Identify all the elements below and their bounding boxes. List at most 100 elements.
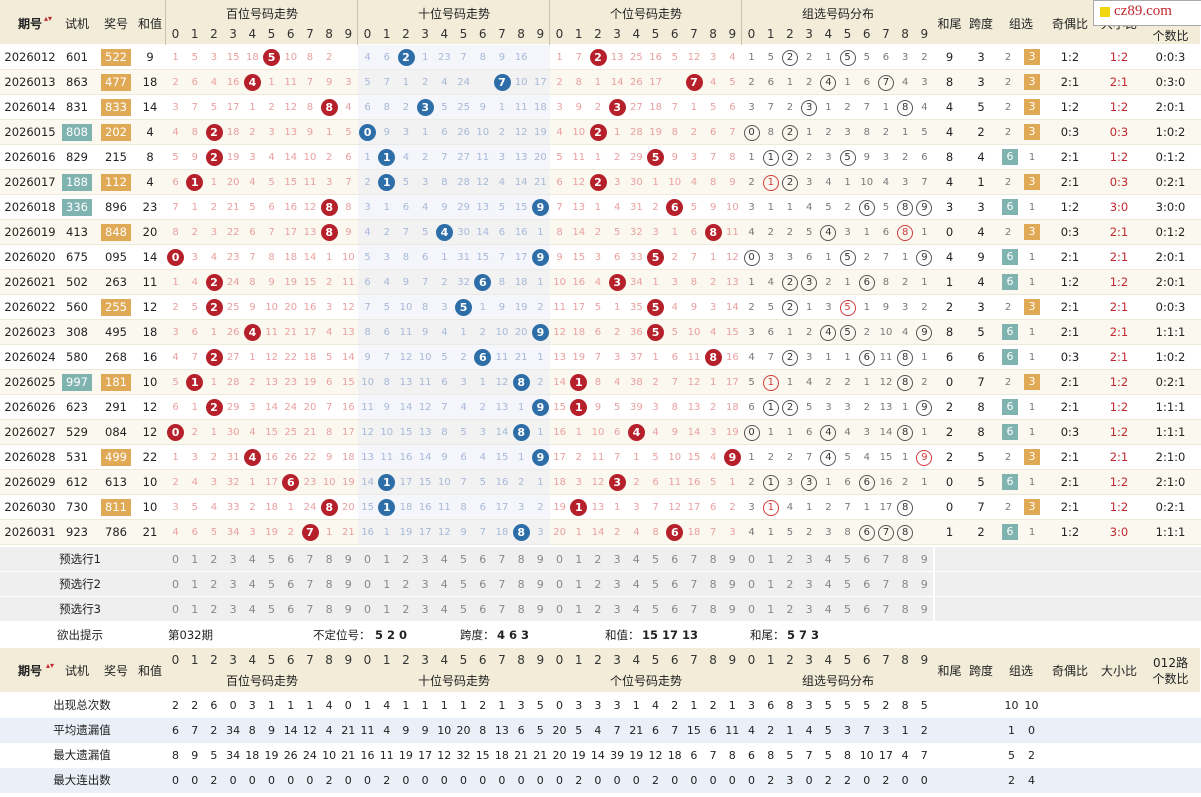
preselect-digit[interactable]: 9	[536, 603, 544, 616]
preselect-digit[interactable]: 8	[517, 578, 525, 591]
preselect-digit[interactable]: 4	[824, 578, 832, 591]
preselect-digit[interactable]: 4	[632, 553, 640, 566]
preselect-digit[interactable]: 9	[344, 553, 352, 566]
preselect-digit[interactable]: 3	[421, 603, 429, 616]
preselect-row[interactable]	[0, 572, 933, 596]
preselect-digit[interactable]: 3	[613, 578, 621, 591]
preselect-digit[interactable]: 9	[536, 553, 544, 566]
preselect-digit[interactable]: 9	[920, 578, 928, 591]
preselect-digit[interactable]: 7	[306, 603, 314, 616]
preselect-digit[interactable]: 3	[421, 553, 429, 566]
preselect-digit[interactable]: 9	[344, 578, 352, 591]
preselect-digit[interactable]: 0	[556, 578, 563, 591]
preselect-digit[interactable]: 6	[671, 603, 679, 616]
site-logo[interactable]: cz89.com	[1093, 0, 1201, 26]
preselect-digit[interactable]: 2	[594, 603, 602, 616]
preselect-digit[interactable]: 8	[709, 553, 717, 566]
preselect-digit[interactable]: 7	[498, 553, 506, 566]
preselect-digit[interactable]: 4	[632, 578, 640, 591]
preselect-digit[interactable]: 9	[920, 553, 928, 566]
preselect-digit[interactable]: 5	[652, 553, 659, 566]
preselect-digit[interactable]: 6	[863, 578, 871, 591]
preselect-digit[interactable]: 0	[748, 553, 755, 566]
preselect-digit[interactable]: 1	[191, 603, 199, 616]
preselect-digit[interactable]: 4	[248, 578, 256, 591]
preselect-digit[interactable]: 3	[229, 603, 237, 616]
preselect-digit[interactable]: 6	[287, 603, 295, 616]
preselect-digit[interactable]: 7	[690, 578, 698, 591]
preselect-digit[interactable]: 9	[728, 553, 736, 566]
preselect-digit[interactable]: 3	[613, 553, 621, 566]
preselect-digit[interactable]: 2	[594, 578, 602, 591]
preselect-digit[interactable]: 4	[248, 603, 256, 616]
preselect-digit[interactable]: 2	[786, 553, 794, 566]
preselect-digit[interactable]: 8	[325, 578, 333, 591]
preselect-digit[interactable]: 6	[863, 553, 871, 566]
preselect-digit[interactable]: 2	[402, 578, 410, 591]
preselect-digit[interactable]: 9	[344, 603, 352, 616]
preselect-digit[interactable]: 7	[306, 578, 314, 591]
preselect-digit[interactable]: 1	[191, 578, 199, 591]
preselect-digit[interactable]: 4	[440, 578, 448, 591]
preselect-digit[interactable]: 8	[901, 578, 909, 591]
preselect-digit[interactable]: 9	[728, 578, 736, 591]
preselect-digit[interactable]: 2	[594, 553, 602, 566]
preselect-digit[interactable]: 5	[460, 578, 467, 591]
preselect-row[interactable]	[0, 547, 933, 571]
preselect-digit[interactable]: 8	[901, 553, 909, 566]
preselect-digit[interactable]: 2	[210, 553, 218, 566]
preselect-digit[interactable]: 3	[229, 578, 237, 591]
preselect-digit[interactable]: 1	[575, 603, 583, 616]
preselect-digit[interactable]: 0	[556, 553, 563, 566]
preselect-digit[interactable]: 7	[498, 603, 506, 616]
preselect-digit[interactable]: 5	[268, 578, 275, 591]
preselect-digit[interactable]: 2	[786, 603, 794, 616]
preselect-digit[interactable]: 5	[844, 578, 851, 591]
preselect-digit[interactable]: 3	[805, 603, 813, 616]
preselect-digit[interactable]: 8	[517, 603, 525, 616]
preselect-digit[interactable]: 5	[844, 553, 851, 566]
preselect-digit[interactable]: 4	[824, 603, 832, 616]
preselect-row[interactable]	[0, 597, 933, 621]
preselect-digit[interactable]: 2	[402, 603, 410, 616]
preselect-digit[interactable]: 0	[172, 553, 179, 566]
preselect-digit[interactable]: 1	[383, 603, 391, 616]
preselect-digit[interactable]: 0	[364, 553, 371, 566]
preselect-digit[interactable]: 4	[440, 553, 448, 566]
preselect-digit[interactable]: 6	[671, 553, 679, 566]
preselect-digit[interactable]: 7	[882, 553, 890, 566]
preselect-digit[interactable]: 0	[172, 603, 179, 616]
sort-icon[interactable]: ▴▾	[43, 14, 53, 23]
preselect-digit[interactable]: 4	[248, 553, 256, 566]
preselect-digit[interactable]: 0	[556, 603, 563, 616]
preselect-digit[interactable]: 2	[210, 603, 218, 616]
preselect-digit[interactable]: 0	[364, 578, 371, 591]
preselect-digit[interactable]: 3	[805, 553, 813, 566]
preselect-digit[interactable]: 8	[709, 578, 717, 591]
preselect-digit[interactable]: 0	[748, 603, 755, 616]
preselect-digit[interactable]: 1	[767, 553, 775, 566]
preselect-digit[interactable]: 1	[767, 578, 775, 591]
preselect-digit[interactable]: 8	[325, 553, 333, 566]
preselect-digit[interactable]: 3	[805, 578, 813, 591]
preselect-digit[interactable]: 4	[440, 603, 448, 616]
preselect-digit[interactable]: 5	[268, 553, 275, 566]
preselect-digit[interactable]: 1	[191, 553, 199, 566]
preselect-digit[interactable]: 2	[786, 578, 794, 591]
preselect-digit[interactable]: 1	[575, 553, 583, 566]
preselect-digit[interactable]: 5	[460, 553, 467, 566]
preselect-digit[interactable]: 5	[652, 578, 659, 591]
footer-sort-icon[interactable]: ▴▾	[45, 661, 55, 670]
preselect-digit[interactable]: 7	[306, 553, 314, 566]
preselect-digit[interactable]: 1	[383, 553, 391, 566]
preselect-digit[interactable]: 5	[460, 603, 467, 616]
preselect-digit[interactable]: 3	[229, 553, 237, 566]
preselect-digit[interactable]: 1	[767, 603, 775, 616]
preselect-digit[interactable]: 9	[920, 603, 928, 616]
period-column-header[interactable]: 期号	[17, 17, 42, 31]
preselect-digit[interactable]: 7	[690, 603, 698, 616]
preselect-digit[interactable]: 6	[479, 553, 487, 566]
preselect-digit[interactable]: 0	[172, 578, 179, 591]
preselect-digit[interactable]: 5	[268, 603, 275, 616]
preselect-digit[interactable]: 7	[882, 603, 890, 616]
